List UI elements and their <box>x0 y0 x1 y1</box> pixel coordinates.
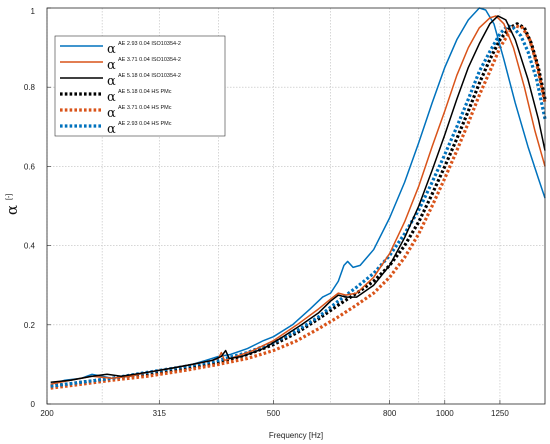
y-tick-label: 0.8 <box>24 83 36 92</box>
x-tick-label: 315 <box>153 409 167 418</box>
legend-label-3: AE 5.18 0.04 ISO10354-2 <box>118 73 181 79</box>
legend-label-1: AE 2.93 0.04 ISO10354-2 <box>118 41 181 47</box>
y-axis-symbol: α <box>3 205 21 215</box>
y-tick-label: 0.6 <box>24 162 36 171</box>
x-tick-label: 1000 <box>436 409 454 418</box>
x-tick-label: 200 <box>40 409 54 418</box>
series-line-5 <box>50 24 547 390</box>
legend-box <box>54 35 226 137</box>
legend-symbol-3: α <box>107 74 116 89</box>
y-tick-label: 0 <box>31 400 36 409</box>
legend-label-6: AE 2.93 0.04 HS PMc <box>118 121 172 127</box>
x-tick-label: 1250 <box>491 409 509 418</box>
tick-labels: 200 315 500 800 1000 1250 0 0.2 0.4 0.6 0.8 1 <box>24 7 510 418</box>
legend-label-5: AE 3.71 0.04 HS PMc <box>118 105 172 111</box>
y-tick-label: 1 <box>31 7 36 16</box>
legend-symbol-6: α <box>107 122 116 137</box>
legend: α AE 2.93 0.04 ISO10354-2α AE 3.71 0.04 IS… <box>54 35 226 137</box>
series-line-4 <box>50 22 547 388</box>
x-axis-label: Frequency [Hz] <box>269 431 323 440</box>
y-axis-unit: [-] <box>6 194 13 200</box>
x-tick-label: 500 <box>267 409 281 418</box>
y-tick-label: 0.4 <box>24 242 36 251</box>
y-axis-label: α [-] <box>3 194 21 215</box>
legend-label-2: AE 3.71 0.04 ISO10354-2 <box>118 57 181 63</box>
legend-label-4: AE 5.18 0.04 HS PMc <box>118 89 172 95</box>
series-layer <box>50 7 547 390</box>
x-tick-label: 800 <box>383 409 397 418</box>
series-line-3 <box>50 15 546 383</box>
legend-symbol-1: α <box>107 42 116 57</box>
legend-symbol-2: α <box>107 58 116 73</box>
plot-frame <box>46 7 546 405</box>
legend-symbol-4: α <box>107 90 116 105</box>
legend-symbol-5: α <box>107 106 116 121</box>
y-tick-label: 0.2 <box>24 321 36 330</box>
